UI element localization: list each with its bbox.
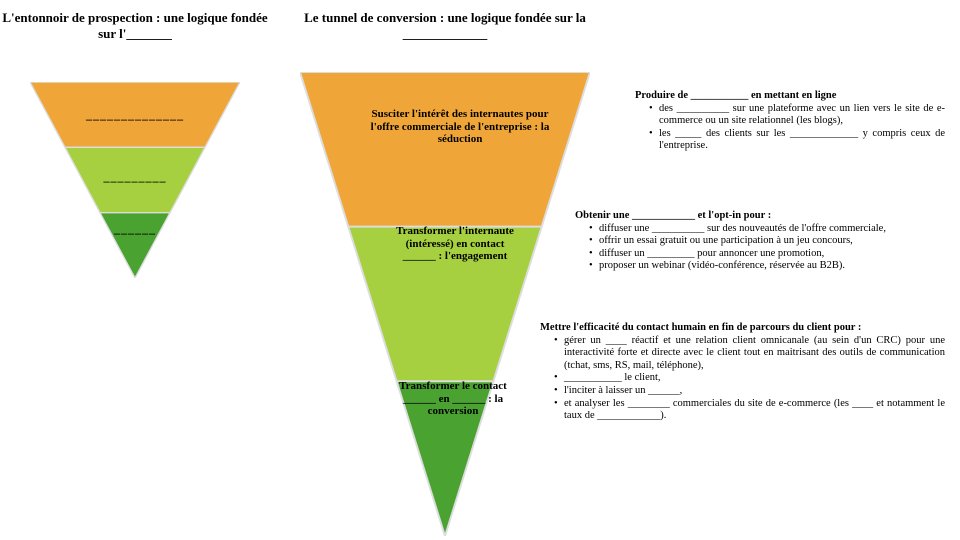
small-blank-3: ______ (30, 222, 240, 237)
bullet-item: gérer un ____ réactif et une relation cl… (554, 335, 945, 373)
bullet-item: les _____ des clients sur les __________… (649, 128, 945, 153)
bullet-item: proposer un webinar (vidéo-conférence, r… (589, 260, 945, 273)
header-left: L'entonnoir de prospection : une logique… (0, 10, 270, 41)
bullet-item: et analyser les ________ commerciales du… (554, 398, 945, 423)
header-right: Le tunnel de conversion : une logique fo… (295, 10, 595, 41)
bullet-item: des __________ sur une plateforme avec u… (649, 103, 945, 128)
desc-1-lead: Produire de ___________ en mettant en li… (635, 90, 836, 101)
bullet-item: l'inciter à laisser un ______, (554, 385, 945, 398)
big-text-3: Transformer le contact ______ en ______ … (398, 380, 508, 418)
bullet-item: ___________ le client, (554, 372, 945, 385)
desc-1-bullets: des __________ sur une plateforme avec u… (649, 103, 945, 153)
big-text-1: Susciter l'intérêt des internautes pour … (360, 108, 560, 146)
desc-3-lead: Mettre l'efficacité du contact humain en… (540, 322, 861, 333)
bullet-item: diffuser une __________ sur des nouveaut… (589, 223, 945, 236)
small-blank-2: _________ (30, 170, 240, 185)
bullet-item: diffuser un _________ pour annoncer une … (589, 248, 945, 261)
desc-2-lead: Obtenir une ____________ et l'opt-in pou… (575, 210, 771, 221)
desc-2-bullets: diffuser une __________ sur des nouveaut… (589, 223, 945, 273)
bullet-item: offrir un essai gratuit ou une participa… (589, 235, 945, 248)
small-blank-1: ______________ (30, 108, 240, 123)
desc-2: Obtenir une ____________ et l'opt-in pou… (575, 210, 945, 273)
desc-3-bullets: gérer un ____ réactif et une relation cl… (554, 335, 945, 423)
desc-3: Mettre l'efficacité du contact humain en… (540, 322, 945, 423)
big-text-2: Transformer l'internaute (intéressé) en … (390, 225, 520, 263)
desc-1: Produire de ___________ en mettant en li… (635, 90, 945, 153)
